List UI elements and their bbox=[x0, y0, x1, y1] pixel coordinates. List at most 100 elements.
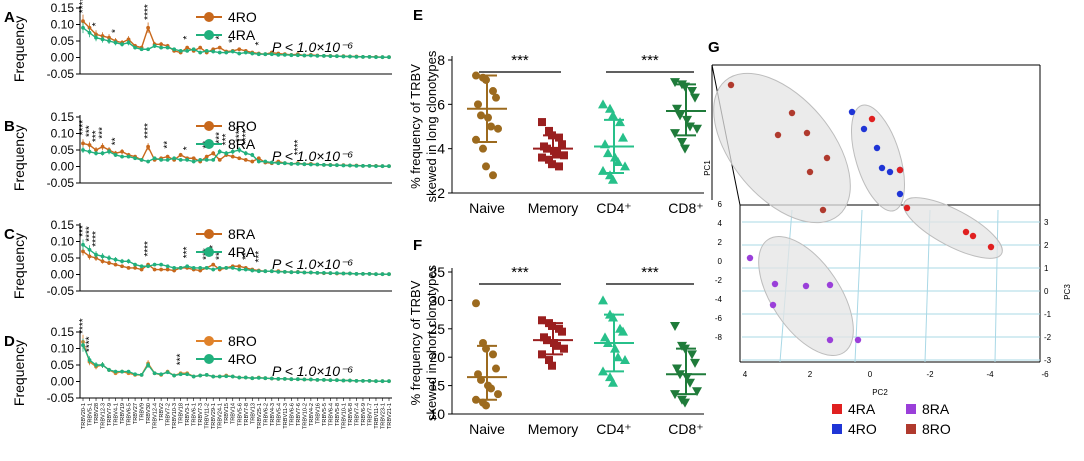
x-tick-label: TRBV23-1 bbox=[380, 403, 386, 429]
x-tick-label: TRBV6-1 bbox=[192, 403, 198, 426]
data-point bbox=[256, 52, 261, 57]
data-point bbox=[545, 356, 553, 365]
data-point bbox=[217, 45, 222, 50]
data-point bbox=[120, 264, 124, 269]
x-tick-label: TRBV27 bbox=[133, 403, 139, 424]
x-tick-label: TRBV3-1 bbox=[185, 403, 191, 426]
data-point-4RO bbox=[886, 168, 894, 176]
data-point bbox=[81, 25, 85, 30]
significance-stars: **** bbox=[78, 0, 89, 13]
significance-stars: **** bbox=[85, 336, 96, 352]
significance-label: *** bbox=[641, 264, 659, 281]
y-tick-label: 0.00 bbox=[51, 160, 75, 174]
data-point bbox=[204, 154, 209, 159]
y-tick-label: 0.05 bbox=[51, 358, 75, 372]
data-point bbox=[165, 267, 170, 272]
data-point bbox=[289, 53, 294, 58]
data-point-8RA bbox=[769, 301, 777, 309]
data-point bbox=[555, 133, 563, 142]
data-point bbox=[328, 163, 333, 168]
data-point bbox=[237, 375, 242, 380]
data-point bbox=[230, 149, 235, 154]
data-point bbox=[335, 271, 339, 276]
x-tick-label: TRBV25-1 bbox=[257, 403, 263, 429]
data-point bbox=[211, 267, 216, 272]
data-point bbox=[87, 358, 92, 362]
significance-stars: * bbox=[182, 146, 193, 150]
data-point bbox=[87, 25, 92, 30]
x-tick-label: TRBV29-1 bbox=[211, 403, 217, 429]
x-tick-label: TRBV30 bbox=[146, 403, 152, 424]
significance-stars: * bbox=[215, 36, 226, 40]
data-point bbox=[308, 270, 313, 275]
x-category-label: CD4⁺ bbox=[596, 200, 631, 216]
x-tick-label: TRBV4-3 bbox=[270, 403, 276, 426]
data-point bbox=[100, 254, 105, 259]
data-point bbox=[217, 374, 222, 379]
data-point bbox=[178, 372, 183, 377]
data-point-4RA bbox=[868, 115, 876, 123]
x-tick-label: TRBV6-2 bbox=[263, 403, 269, 426]
data-point bbox=[276, 161, 281, 166]
data-point bbox=[100, 37, 105, 42]
cluster-ellipse-8RA bbox=[758, 236, 854, 356]
data-point bbox=[308, 53, 313, 58]
panel-c: CFrequency0.150.100.050.00-0.05*********… bbox=[4, 218, 392, 299]
data-point bbox=[545, 155, 553, 164]
y-tick-label: 0.05 bbox=[51, 251, 75, 265]
data-point bbox=[237, 47, 242, 52]
data-point bbox=[237, 156, 242, 161]
x-tick-label: TRBV6-6 bbox=[289, 403, 295, 426]
pc2-axis-label: PC2 bbox=[872, 388, 888, 397]
data-point bbox=[558, 140, 566, 149]
significance-stars: **** bbox=[78, 120, 89, 136]
legend-label: 8RA bbox=[228, 136, 256, 152]
panel-label: F bbox=[413, 237, 422, 254]
data-point bbox=[139, 267, 144, 272]
data-point bbox=[198, 158, 203, 162]
data-point bbox=[94, 151, 98, 156]
x-tick-label: TRBV10-1 bbox=[341, 403, 347, 429]
p-value: P < 1.0×10⁻⁶ bbox=[272, 363, 353, 379]
data-point bbox=[263, 159, 268, 164]
data-point bbox=[289, 377, 294, 382]
legend-label: 4RO bbox=[228, 9, 257, 25]
data-point bbox=[553, 149, 561, 158]
data-point bbox=[198, 45, 203, 50]
data-point bbox=[387, 164, 391, 169]
data-point bbox=[608, 174, 618, 184]
significance-stars: ** bbox=[163, 141, 174, 149]
data-point bbox=[185, 49, 190, 53]
data-point bbox=[243, 151, 248, 156]
x-tick-label: TRBV6-9 bbox=[361, 403, 367, 426]
x-tick-label: TRBV7-7 bbox=[367, 403, 373, 426]
data-point bbox=[198, 50, 203, 55]
data-point bbox=[133, 262, 137, 267]
y-tick-label: 0.10 bbox=[51, 18, 75, 32]
data-point bbox=[494, 124, 502, 133]
data-point bbox=[387, 55, 391, 60]
x-tick-label: TRBV11-1 bbox=[374, 403, 380, 429]
data-point-4RA bbox=[962, 228, 970, 236]
x-tick-label: TRBV14 bbox=[231, 403, 237, 424]
significance-stars: **** bbox=[78, 318, 89, 334]
x-category-label: Naive bbox=[469, 200, 505, 216]
panel-f: F % frequency of TRBV skewed in short clon… bbox=[408, 237, 706, 437]
panel-e: E % frequency of TRBV skewed in long clono… bbox=[408, 7, 706, 216]
data-point-4RO bbox=[878, 164, 886, 172]
data-point bbox=[185, 158, 190, 162]
data-point bbox=[354, 54, 359, 59]
data-point bbox=[263, 52, 268, 57]
pc2-tick-label: 4 bbox=[743, 370, 748, 379]
legend-label: 8RA bbox=[922, 401, 950, 417]
data-point bbox=[133, 266, 137, 270]
p-value: P < 1.0×10⁻⁶ bbox=[272, 39, 353, 55]
data-point bbox=[670, 390, 680, 400]
pc3-tick-label: 2 bbox=[1044, 241, 1049, 250]
data-point bbox=[680, 144, 690, 154]
data-point bbox=[256, 156, 261, 161]
legend-swatch-dot bbox=[204, 30, 214, 40]
data-point bbox=[482, 401, 490, 410]
data-point-8RA bbox=[746, 254, 754, 262]
